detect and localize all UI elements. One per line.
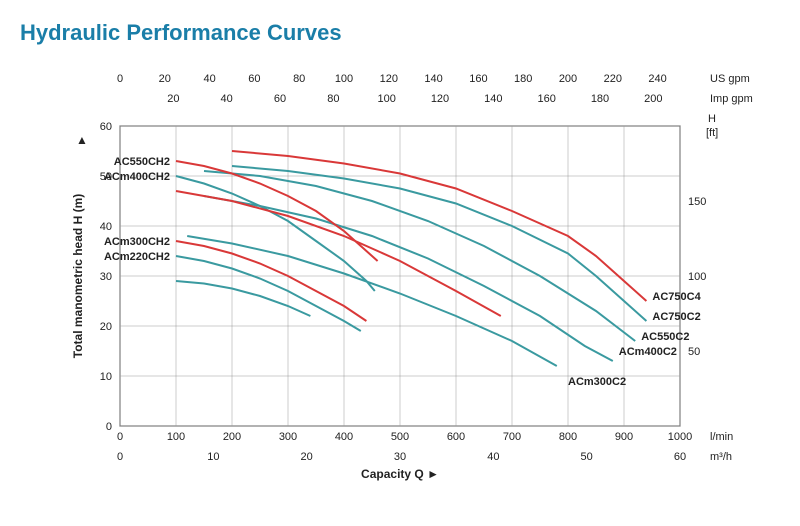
svg-text:180: 180 xyxy=(514,73,532,85)
svg-text:500: 500 xyxy=(391,431,409,443)
svg-text:20: 20 xyxy=(167,93,179,105)
svg-text:300: 300 xyxy=(279,431,297,443)
svg-text:140: 140 xyxy=(424,73,442,85)
svg-text:200: 200 xyxy=(644,93,662,105)
svg-text:20: 20 xyxy=(159,73,171,85)
svg-text:30: 30 xyxy=(100,271,112,283)
svg-text:240: 240 xyxy=(648,73,666,85)
svg-text:ACm300CH2: ACm300CH2 xyxy=(104,236,170,248)
svg-text:220: 220 xyxy=(604,73,622,85)
svg-text:600: 600 xyxy=(447,431,465,443)
svg-text:100: 100 xyxy=(377,93,395,105)
svg-text:60: 60 xyxy=(100,121,112,133)
svg-text:60: 60 xyxy=(248,73,260,85)
svg-text:ACm220CH2: ACm220CH2 xyxy=(104,251,170,263)
svg-text:ACm400C2: ACm400C2 xyxy=(619,346,677,358)
svg-text:140: 140 xyxy=(484,93,502,105)
svg-text:[ft]: [ft] xyxy=(706,127,718,139)
svg-text:1000: 1000 xyxy=(668,431,692,443)
svg-text:20: 20 xyxy=(100,321,112,333)
svg-text:900: 900 xyxy=(615,431,633,443)
svg-text:100: 100 xyxy=(335,73,353,85)
svg-text:160: 160 xyxy=(469,73,487,85)
performance-chart: 01002003004005006007008009001000l/min010… xyxy=(20,56,780,506)
svg-text:80: 80 xyxy=(327,93,339,105)
svg-text:AC750C4: AC750C4 xyxy=(652,291,701,303)
svg-text:0: 0 xyxy=(117,451,123,463)
svg-text:H: H xyxy=(708,113,716,125)
svg-text:700: 700 xyxy=(503,431,521,443)
svg-text:20: 20 xyxy=(301,451,313,463)
chart-container: 01002003004005006007008009001000l/min010… xyxy=(20,56,780,506)
svg-text:160: 160 xyxy=(537,93,555,105)
svg-text:Capacity Q ►: Capacity Q ► xyxy=(361,467,439,481)
svg-text:100: 100 xyxy=(688,271,706,283)
svg-text:800: 800 xyxy=(559,431,577,443)
svg-text:80: 80 xyxy=(293,73,305,85)
svg-text:50: 50 xyxy=(688,346,700,358)
svg-text:m³/h: m³/h xyxy=(710,451,732,463)
svg-text:AC750C2: AC750C2 xyxy=(652,311,700,323)
svg-text:AC550CH2: AC550CH2 xyxy=(114,156,170,168)
svg-text:10: 10 xyxy=(100,371,112,383)
svg-text:150: 150 xyxy=(688,196,706,208)
svg-text:0: 0 xyxy=(117,431,123,443)
svg-text:40: 40 xyxy=(221,93,233,105)
svg-text:40: 40 xyxy=(203,73,215,85)
svg-text:▲: ▲ xyxy=(76,133,88,147)
svg-text:40: 40 xyxy=(100,221,112,233)
svg-text:0: 0 xyxy=(106,421,112,433)
svg-text:50: 50 xyxy=(581,451,593,463)
svg-text:40: 40 xyxy=(487,451,499,463)
svg-text:60: 60 xyxy=(674,451,686,463)
svg-text:400: 400 xyxy=(335,431,353,443)
svg-text:100: 100 xyxy=(167,431,185,443)
svg-text:180: 180 xyxy=(591,93,609,105)
svg-text:10: 10 xyxy=(207,451,219,463)
svg-text:120: 120 xyxy=(380,73,398,85)
svg-text:Imp gpm: Imp gpm xyxy=(710,93,753,105)
svg-text:US gpm: US gpm xyxy=(710,73,750,85)
svg-text:Total manometric head H (m): Total manometric head H (m) xyxy=(71,194,85,358)
chart-title: Hydraulic Performance Curves xyxy=(20,20,780,46)
svg-text:30: 30 xyxy=(394,451,406,463)
svg-text:60: 60 xyxy=(274,93,286,105)
svg-text:120: 120 xyxy=(431,93,449,105)
svg-text:200: 200 xyxy=(223,431,241,443)
svg-text:200: 200 xyxy=(559,73,577,85)
svg-text:ACm400CH2: ACm400CH2 xyxy=(104,171,170,183)
svg-text:AC550C2: AC550C2 xyxy=(641,331,689,343)
svg-text:0: 0 xyxy=(117,73,123,85)
svg-text:l/min: l/min xyxy=(710,431,733,443)
svg-text:ACm300C2: ACm300C2 xyxy=(568,376,626,388)
